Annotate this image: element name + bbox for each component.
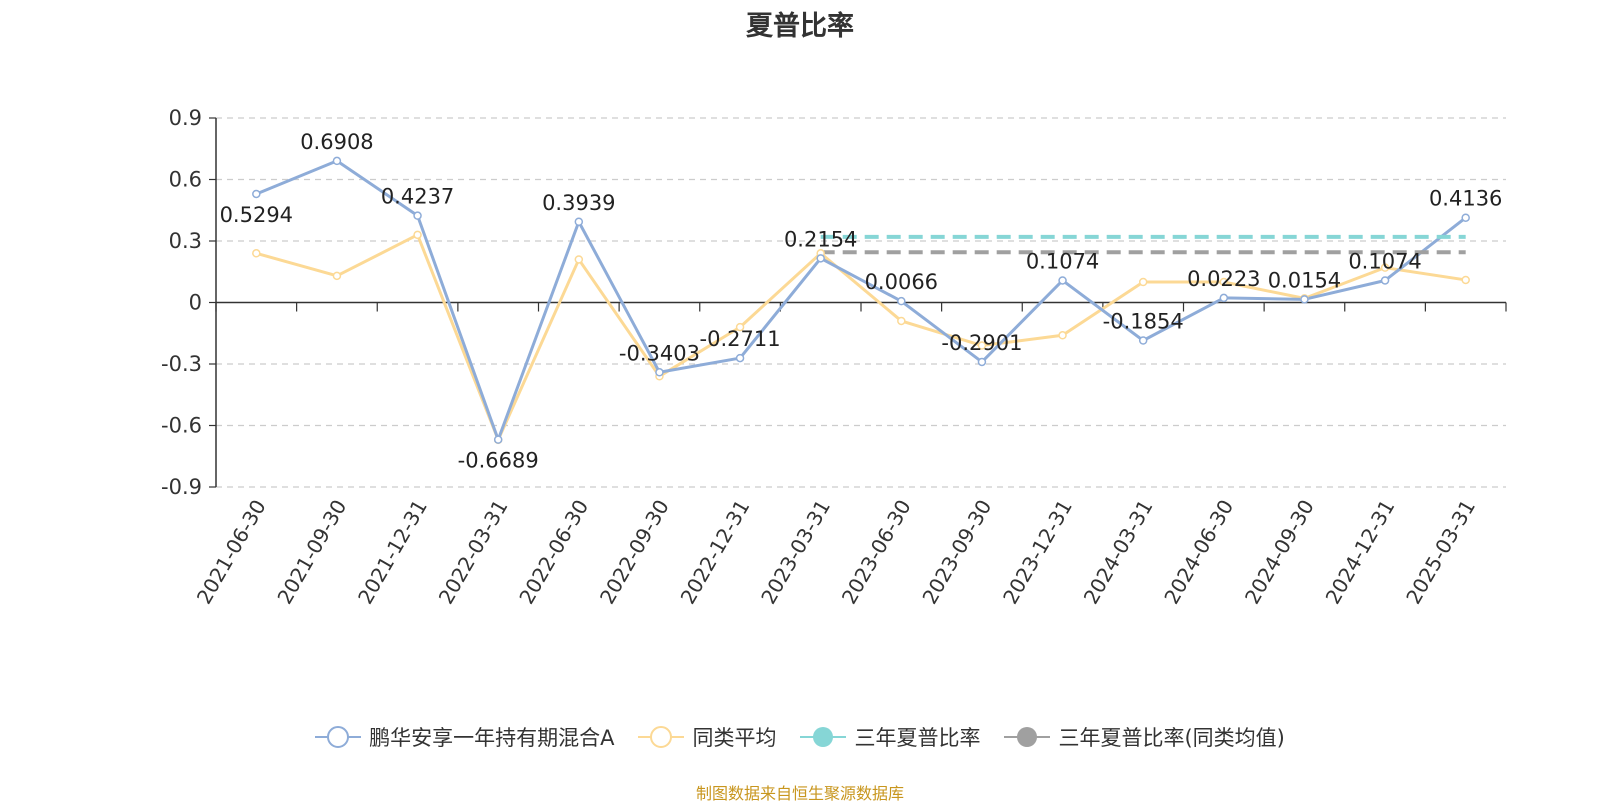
fund-data-label: -0.1854 <box>1103 310 1184 334</box>
x-tick-label: 2021-12-31 <box>353 496 432 609</box>
x-tick-label: 2023-06-30 <box>837 496 916 609</box>
peer-average-point <box>735 322 745 332</box>
fund-data-label: -0.2711 <box>700 327 781 351</box>
fund-data-label: 0.4136 <box>1429 187 1502 211</box>
legend-label-fund: 鹏华安享一年持有期混合A <box>369 726 615 750</box>
peer-average-point <box>574 255 584 264</box>
x-tick-label: 2022-12-31 <box>675 496 754 609</box>
peer-average-point <box>1138 277 1148 287</box>
fund-data-label: -0.6689 <box>458 449 539 473</box>
fund-point <box>816 254 825 263</box>
x-tick-label: 2024-09-30 <box>1240 496 1319 609</box>
fund-data-label: 0.0066 <box>865 270 938 294</box>
fund-point <box>655 368 664 377</box>
x-tick-label: 2024-03-31 <box>1079 496 1158 609</box>
series-points <box>252 156 1470 445</box>
fund-data-label: 0.1074 <box>1348 249 1421 273</box>
legend-item-three-year[interactable]: 三年夏普比率 <box>800 722 980 752</box>
x-tick-label: 2021-09-30 <box>272 496 351 609</box>
x-tick-label: 2021-06-30 <box>192 496 271 609</box>
x-tick-label: 2024-12-31 <box>1320 496 1399 609</box>
peer-average-series-line <box>255 233 1466 442</box>
data-labels: 0.52940.69080.4237-0.66890.3939-0.3403-0… <box>220 130 1503 473</box>
y-tick-label: 0.9 <box>169 106 202 130</box>
x-tick-label: 2025-03-31 <box>1401 496 1480 609</box>
fund-data-label: 0.0223 <box>1187 267 1260 291</box>
fund-point <box>1058 276 1067 285</box>
peer-average-point <box>1380 263 1390 272</box>
legend-label-three-year-peer: 三年夏普比率(同类均值) <box>1058 726 1285 750</box>
legend-marker-solid-gray-icon <box>1004 727 1051 747</box>
x-tick-label: 2024-06-30 <box>1159 496 1238 609</box>
fund-data-label: 0.4237 <box>381 185 454 209</box>
fund-data-label: 0.2154 <box>784 227 857 251</box>
fund-point <box>1380 276 1390 285</box>
x-tick-label: 2022-06-30 <box>514 496 593 609</box>
x-tick-label: 2022-09-30 <box>595 496 674 609</box>
fund-point <box>977 357 987 367</box>
legend-item-peer-average[interactable]: 同类平均 <box>638 722 776 752</box>
fund-point <box>1461 213 1470 222</box>
y-tick-label: 0.6 <box>169 168 202 192</box>
fund-data-label: -0.3403 <box>619 341 700 365</box>
y-tick-label: -0.3 <box>161 352 202 376</box>
fund-point <box>574 217 584 227</box>
fund-point <box>1138 336 1148 345</box>
fund-data-label: 0.1074 <box>1026 249 1099 273</box>
x-tick-label: 2023-09-30 <box>917 496 996 609</box>
fund-point <box>1219 293 1229 303</box>
peer-average-point <box>897 316 906 326</box>
x-tick-label: 2023-03-31 <box>756 496 835 609</box>
grid-lines <box>216 117 1506 488</box>
fund-point <box>252 189 261 199</box>
chart-title: 夏普比率 <box>746 11 854 42</box>
y-tick-label: 0 <box>189 291 202 315</box>
x-axis-ticks: 2021-06-30 2021-09-30 2021-12-31 2022-03-31… <box>192 302 1507 609</box>
legend-item-three-year-peer[interactable]: 三年夏普比率(同类均值) <box>1004 722 1285 752</box>
data-source-note: 制图数据来自恒生聚源数据库 <box>695 784 904 803</box>
peer-average-point <box>413 230 422 240</box>
y-axis-ticks: 0.9 0.6 0.3 0 -0.3 -0.6 -0.9 <box>161 106 216 499</box>
fund-point <box>493 435 503 444</box>
x-tick-label: 2023-12-31 <box>998 496 1077 609</box>
fund-point <box>413 211 422 220</box>
y-tick-label: 0.3 <box>169 229 202 253</box>
y-tick-label: -0.9 <box>161 475 202 499</box>
fund-data-label: -0.2901 <box>941 331 1022 355</box>
fund-point <box>1300 295 1309 304</box>
series-lines <box>255 159 1467 442</box>
legend-label-peer-average: 同类平均 <box>692 726 777 750</box>
legend-marker-hollow-yellow-icon <box>638 726 685 748</box>
legend-marker-solid-teal-icon <box>800 727 847 747</box>
peer-average-point <box>332 271 342 281</box>
peer-average-point <box>1461 275 1470 285</box>
fund-point <box>897 296 906 306</box>
peer-average-point <box>977 341 987 350</box>
fund-data-label: 0.6908 <box>300 130 373 154</box>
legend[interactable]: 鹏华安享一年持有期混合A 同类平均 三年夏普比率 三年夏普比率(同类均值) <box>0 722 1600 752</box>
fund-data-label: 0.3939 <box>542 191 615 215</box>
fund-point <box>735 353 745 363</box>
fund-series-line <box>255 159 1467 442</box>
peer-average-point <box>1058 331 1067 340</box>
peer-average-point <box>252 249 261 258</box>
peer-average-point <box>1219 277 1229 287</box>
y-tick-label: -0.6 <box>161 414 202 438</box>
legend-label-three-year: 三年夏普比率 <box>854 726 981 750</box>
x-tick-label: 2022-03-31 <box>434 496 513 609</box>
fund-data-label: 0.5294 <box>220 203 293 227</box>
legend-marker-hollow-blue-icon <box>315 726 362 748</box>
fund-point <box>332 156 342 166</box>
fund-data-label: 0.0154 <box>1268 268 1341 292</box>
legend-item-fund[interactable]: 鹏华安享一年持有期混合A <box>315 722 614 752</box>
